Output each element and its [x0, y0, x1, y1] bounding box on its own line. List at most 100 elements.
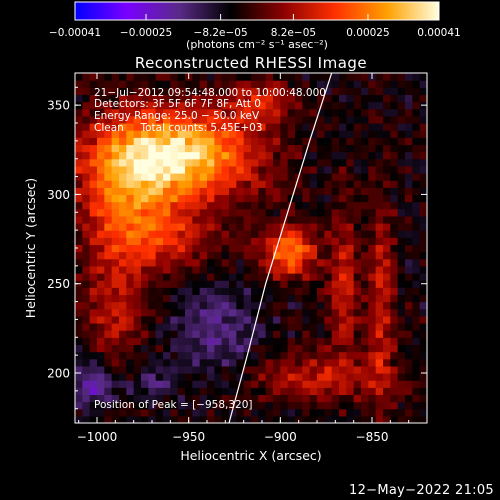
heatmap-cell [295, 87, 303, 96]
heatmap-cell [221, 73, 230, 81]
heatmap-cell [346, 80, 355, 88]
heatmap-cell [361, 287, 369, 296]
heatmap-cell [346, 337, 355, 346]
heatmap-cell [148, 365, 157, 374]
heatmap-cell [133, 308, 142, 317]
heatmap-cell [141, 73, 149, 81]
heatmap-cell [89, 294, 98, 303]
heatmap-cell [111, 237, 120, 246]
heatmap-cell [97, 237, 105, 246]
heatmap-cell [177, 280, 186, 288]
heatmap-cell [346, 394, 355, 403]
heatmap-cell [397, 223, 406, 231]
heatmap-cell [317, 137, 325, 146]
heatmap-cell [207, 408, 215, 417]
heatmap-cell [199, 144, 208, 153]
heatmap-cell [295, 308, 303, 317]
heatmap-cell [214, 358, 223, 367]
heatmap-cell [287, 108, 296, 117]
heatmap-cell [177, 151, 186, 160]
heatmap-cell [383, 201, 391, 210]
heatmap-cell [199, 330, 208, 338]
heatmap-cell [236, 87, 245, 96]
heatmap-cell [317, 387, 325, 396]
heatmap-cell [397, 180, 406, 188]
heatmap-cell [390, 215, 399, 224]
heatmap-cell [75, 80, 83, 88]
heatmap-cell [412, 330, 421, 338]
heatmap-cell [383, 151, 391, 160]
heatmap-cell [397, 230, 406, 238]
heatmap-cell [141, 173, 149, 181]
heatmap-cell [163, 408, 171, 417]
heatmap-cell [295, 287, 303, 296]
heatmap-cell [419, 151, 427, 160]
heatmap-cell [199, 87, 208, 96]
heatmap-cell [324, 208, 333, 217]
colorbar-tick-label: −0.00025 [120, 27, 172, 39]
heatmap-cell [405, 130, 413, 138]
heatmap-cell [192, 380, 201, 388]
heatmap-cell [177, 201, 186, 210]
heatmap-cell [75, 351, 83, 360]
heatmap-cell [119, 151, 127, 160]
heatmap-cell [133, 144, 142, 153]
heatmap-cell [207, 273, 215, 281]
heatmap-cell [177, 251, 186, 260]
heatmap-cell [155, 387, 164, 396]
heatmap-cell [111, 294, 120, 303]
colorbar-gradient [74, 1, 440, 21]
heatmap-cell [405, 165, 413, 174]
heatmap-cell [397, 194, 406, 203]
heatmap-cell [89, 180, 98, 188]
heatmap-cell [192, 265, 201, 274]
heatmap-cell [141, 251, 149, 260]
heatmap-cell [339, 158, 347, 167]
heatmap-cell [111, 201, 120, 210]
heatmap-cell [163, 165, 171, 174]
heatmap-cell [133, 337, 142, 346]
heatmap-cell [302, 87, 311, 96]
heatmap-cell [214, 144, 223, 153]
heatmap-cell [221, 258, 230, 267]
heatmap-cell [199, 130, 208, 138]
heatmap-cell [185, 130, 193, 138]
heatmap-cell [82, 237, 91, 246]
heatmap-cell [331, 301, 340, 310]
heatmap-cell [412, 287, 421, 296]
heatmap-cell [236, 137, 245, 146]
heatmap-cell [324, 115, 333, 124]
heatmap-cell [309, 358, 318, 367]
heatmap-cell [309, 265, 318, 274]
heatmap-cell [119, 215, 127, 224]
heatmap-cell [111, 408, 120, 417]
heatmap-cell [361, 201, 369, 210]
heatmap-cell [148, 323, 157, 331]
heatmap-cell [111, 194, 120, 203]
heatmap-cell [295, 380, 303, 388]
heatmap-cell [192, 287, 201, 296]
heatmap-cell [148, 344, 157, 353]
heatmap-cell [104, 215, 113, 224]
heatmap-cell [221, 358, 230, 367]
heatmap-cell [163, 251, 171, 260]
heatmap-cell [339, 358, 347, 367]
heatmap-cell [405, 244, 413, 253]
heatmap-cell [111, 415, 120, 423]
heatmap-cell [287, 173, 296, 181]
heatmap-cell [243, 408, 252, 417]
heatmap-cell [383, 373, 391, 381]
heatmap-cell [141, 323, 149, 331]
heatmap-cell [405, 223, 413, 231]
heatmap-cell [119, 294, 127, 303]
heatmap-cell [243, 380, 252, 388]
heatmap-cell [324, 365, 333, 374]
heatmap-cell [331, 251, 340, 260]
heatmap-cell [97, 394, 105, 403]
heatmap-cell [368, 315, 377, 324]
heatmap-cell [185, 301, 193, 310]
heatmap-cell [295, 323, 303, 331]
heatmap-cell [243, 251, 252, 260]
heatmap-cell [236, 387, 245, 396]
heatmap-cell [221, 151, 230, 160]
